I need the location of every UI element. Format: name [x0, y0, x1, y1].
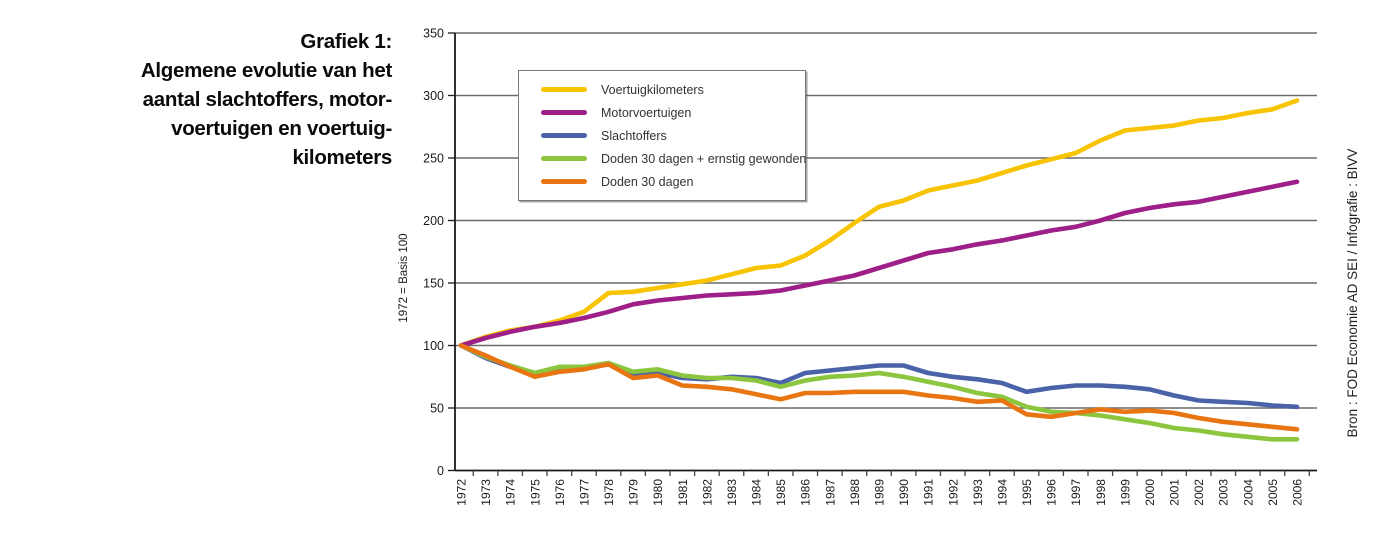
- legend-color-swatch: [541, 179, 587, 184]
- legend-item: Doden 30 dagen: [519, 175, 805, 189]
- x-tick-label: 1972: [455, 479, 469, 506]
- x-tick-label: 1990: [897, 479, 911, 506]
- x-tick-label: 1982: [700, 479, 714, 506]
- x-tick-label: 1977: [577, 479, 591, 506]
- x-tick-label: 1995: [1020, 479, 1034, 506]
- x-tick-label: 1998: [1094, 479, 1108, 506]
- x-tick-label: 1992: [946, 479, 960, 506]
- x-tick-label: 1997: [1069, 479, 1083, 506]
- y-axis-title: 1972 = Basis 100: [398, 233, 410, 323]
- legend-label: Motorvoertuigen: [601, 105, 692, 120]
- x-tick-label: 1991: [922, 479, 936, 506]
- x-tick-label: 2005: [1266, 479, 1280, 506]
- legend-label: Doden 30 dagen: [601, 174, 694, 189]
- chart-title-line-5: kilometers: [292, 146, 392, 169]
- series-line-slachtoffers: [458, 343, 1300, 410]
- chart-title-line-2: Algemene evolutie van het: [140, 59, 392, 82]
- y-tick-label: 100: [423, 339, 444, 353]
- x-tick-label: 1975: [528, 479, 542, 506]
- series-line-doden-30-dagen: [458, 343, 1300, 432]
- x-tick-label: 1981: [676, 479, 690, 506]
- x-tick-label: 1993: [971, 479, 985, 506]
- x-tick-label: 1976: [553, 479, 567, 506]
- chart-title-line-4: voertuigen en voertuig-: [171, 117, 392, 140]
- y-tick-label: 350: [423, 27, 444, 41]
- legend-item: Motorvoertuigen: [519, 106, 805, 120]
- x-tick-label: 1999: [1118, 479, 1132, 506]
- y-tick-label: 300: [423, 89, 444, 103]
- x-tick-label: 1988: [848, 479, 862, 506]
- series-line-voertuigkilometers: [458, 98, 1300, 348]
- x-tick-label: 2000: [1143, 479, 1157, 506]
- x-tick-label: 1989: [873, 479, 887, 506]
- chart-title: Grafiek 1: Algemene evolutie van het aan…: [0, 27, 392, 172]
- x-tick-label: 1994: [995, 479, 1009, 506]
- legend: Voertuigkilometers Motorvoertuigen Slach…: [518, 70, 806, 201]
- legend-item: Doden 30 dagen + ernstig gewonden: [519, 151, 807, 166]
- x-tick-label: 2003: [1217, 479, 1231, 506]
- legend-item: Slachtoffers: [519, 129, 805, 143]
- legend-item: Voertuigkilometers: [519, 83, 805, 97]
- chart-title-line-1: Grafiek 1:: [300, 30, 392, 53]
- x-tick-label: 2004: [1241, 479, 1255, 506]
- x-tick-label: 1987: [823, 479, 837, 506]
- x-tick-label: 1984: [750, 479, 764, 506]
- series-line-motorvoertuigen: [458, 179, 1300, 348]
- source-note: Bron : FOD Economie AD SEI / Infografie …: [1345, 148, 1360, 438]
- y-tick-label: 150: [423, 277, 444, 291]
- x-tick-label: 1985: [774, 479, 788, 506]
- x-tick-label: 1986: [799, 479, 813, 506]
- y-tick-label: 250: [423, 152, 444, 166]
- y-tick-label: 0: [437, 464, 444, 478]
- x-tick-label: 1978: [602, 479, 616, 506]
- y-tick-label: 50: [430, 402, 444, 416]
- legend-color-swatch: [541, 156, 587, 161]
- x-tick-label: 1996: [1045, 479, 1059, 506]
- x-tick-label: 1980: [651, 479, 665, 506]
- legend-label: Doden 30 dagen + ernstig gewonden: [601, 151, 807, 166]
- x-tick-label: 2006: [1291, 479, 1305, 506]
- x-tick-label: 1973: [479, 479, 493, 506]
- x-tick-label: 2001: [1168, 479, 1182, 506]
- x-tick-label: 1974: [504, 479, 518, 506]
- y-tick-label: 200: [423, 214, 444, 228]
- legend-color-swatch: [541, 87, 587, 92]
- legend-color-swatch: [541, 133, 587, 138]
- chart-title-line-3: aantal slachtoffers, motor-: [142, 88, 393, 111]
- legend-color-swatch: [541, 110, 587, 115]
- legend-label: Slachtoffers: [601, 128, 667, 143]
- x-tick-label: 1979: [627, 479, 641, 506]
- legend-label: Voertuigkilometers: [601, 82, 704, 97]
- x-tick-label: 1983: [725, 479, 739, 506]
- x-tick-label: 2002: [1192, 479, 1206, 506]
